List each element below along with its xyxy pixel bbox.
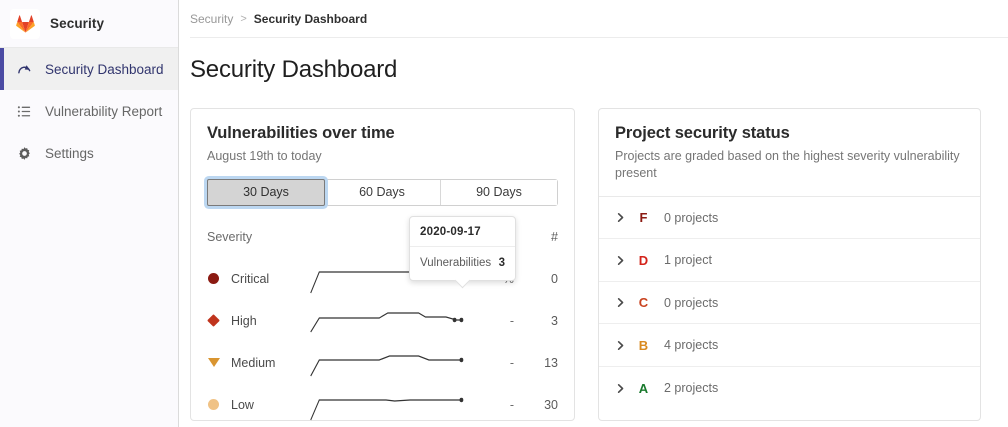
percent-low: -: [509, 397, 514, 412]
sidebar-item-label-settings: Settings: [45, 145, 94, 161]
grade-letter-f: F: [639, 210, 648, 225]
grade-count-c: 0 projects: [664, 295, 719, 310]
grade-count-d: 1 project: [664, 253, 712, 267]
sidebar-item-label-security-dashboard: Security Dashboard: [45, 61, 164, 77]
severity-high-diamond-icon: [207, 314, 220, 328]
table-row[interactable]: Low - 30: [207, 384, 558, 426]
sidebar-item-label-vulnerability-report: Vulnerability Report: [45, 103, 163, 119]
severity-cell-low: Low: [207, 398, 309, 412]
tooltip-metric-value: 3: [498, 256, 505, 269]
grade-count-b: 4 projects: [664, 338, 719, 352]
vulnerabilities-over-time-card: Vulnerabilities over time August 19th to…: [190, 108, 575, 421]
table-row[interactable]: Medium - 13: [207, 342, 558, 384]
sidebar-item-security-dashboard[interactable]: Security Dashboard: [0, 48, 178, 90]
severity-cell-medium: Medium: [207, 356, 309, 370]
list-item[interactable]: C 0 projects: [599, 282, 980, 325]
severity-cell-high: High: [207, 314, 309, 328]
severity-critical-circle-icon: [207, 272, 220, 285]
tab-90-days[interactable]: 90 Days: [441, 179, 557, 205]
date-range-tab-group: 30 Days 60 Days 90 Days: [207, 178, 558, 206]
severity-label-low: Low: [231, 397, 254, 412]
severity-cell-critical: Critical: [207, 272, 309, 286]
breadcrumb-link-security[interactable]: Security: [190, 12, 234, 26]
main-content: Security > Security Dashboard Security D…: [179, 0, 1008, 427]
sparkline-high: [309, 304, 470, 338]
grade-letter-c: C: [638, 295, 649, 310]
sparkline-tooltip: 2020-09-17 Vulnerabilities 3: [409, 215, 516, 289]
status-card-subtitle: Projects are graded based on the highest…: [615, 149, 960, 180]
vuln-card-subtitle: August 19th to today: [207, 149, 322, 163]
list-item[interactable]: F 0 projects: [599, 197, 980, 240]
severity-label-medium: Medium: [231, 355, 276, 370]
column-header-count: #: [551, 229, 558, 244]
page-title: Security Dashboard: [190, 56, 398, 83]
sidebar-brand[interactable]: Security: [0, 0, 178, 48]
list-item[interactable]: A 2 projects: [599, 367, 980, 410]
grade-count-f: 0 projects: [664, 210, 719, 225]
sidebar-item-settings[interactable]: Settings: [0, 132, 178, 174]
count-critical: 0: [551, 271, 558, 286]
sidebar: Security Security Dashboard Vulnerabilit…: [0, 0, 179, 427]
grade-letter-a: A: [638, 380, 649, 396]
tooltip-date: 2020-09-17: [410, 217, 515, 247]
gitlab-logo-icon: [10, 8, 40, 39]
vuln-card-title: Vulnerabilities over time: [207, 124, 395, 142]
sparkline-low: [309, 388, 470, 422]
status-card-header: Project security status Projects are gra…: [599, 109, 980, 197]
severity-table: Severity % # Critical: [207, 215, 558, 426]
chevron-right-icon: [613, 211, 627, 225]
severity-label-high: High: [231, 313, 257, 328]
count-high: 3: [551, 313, 558, 328]
sidebar-brand-label: Security: [50, 16, 105, 31]
grade-count-a: 2 projects: [664, 381, 719, 395]
percent-medium: -: [509, 355, 514, 370]
grade-letter-d: D: [638, 252, 649, 268]
grade-letter-b: B: [638, 337, 649, 353]
chevron-right-icon: [613, 253, 627, 267]
cards-row: Vulnerabilities over time August 19th to…: [179, 84, 1008, 421]
column-header-severity: Severity: [207, 229, 253, 244]
severity-low-circle-icon: [207, 398, 220, 411]
list-icon: [16, 103, 32, 119]
gear-icon: [16, 145, 32, 161]
breadcrumb-separator-icon: >: [240, 13, 247, 25]
tooltip-metric-label: Vulnerabilities: [420, 256, 492, 269]
dashboard-chart-icon: [16, 61, 32, 77]
sparkline-medium: [309, 346, 470, 380]
breadcrumb-current: Security Dashboard: [253, 12, 368, 26]
chevron-right-icon: [613, 338, 627, 352]
chevron-right-icon: [613, 381, 627, 395]
percent-high: -: [509, 313, 514, 328]
tab-30-days[interactable]: 30 Days: [207, 178, 325, 206]
vuln-card-header: Vulnerabilities over time August 19th to…: [191, 109, 574, 165]
severity-medium-triangle-icon: [207, 356, 220, 369]
sidebar-item-vulnerability-report[interactable]: Vulnerability Report: [0, 90, 178, 132]
tooltip-body: Vulnerabilities 3: [410, 247, 515, 280]
tab-60-days[interactable]: 60 Days: [324, 179, 441, 205]
project-security-status-card: Project security status Projects are gra…: [598, 108, 981, 421]
list-item[interactable]: D 1 project: [599, 239, 980, 282]
severity-label-critical: Critical: [231, 271, 270, 286]
list-item[interactable]: B 4 projects: [599, 324, 980, 367]
chevron-right-icon: [613, 296, 627, 310]
count-medium: 13: [544, 355, 558, 370]
count-low: 30: [544, 397, 558, 412]
status-card-title: Project security status: [615, 124, 790, 142]
table-row[interactable]: High - 3: [207, 300, 558, 342]
breadcrumb: Security > Security Dashboard: [179, 0, 1008, 38]
